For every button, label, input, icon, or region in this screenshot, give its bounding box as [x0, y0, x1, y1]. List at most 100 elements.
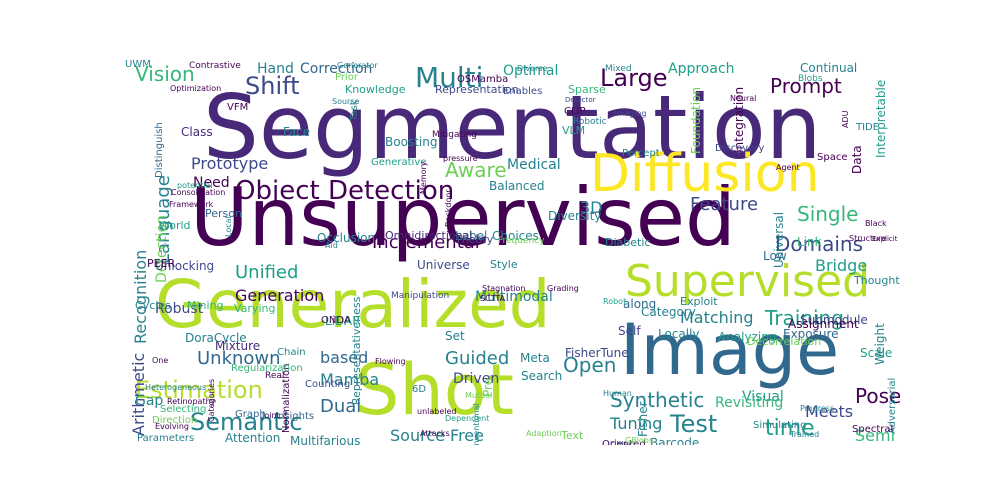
- word: Hand: [257, 61, 294, 77]
- word: CLIP: [564, 106, 586, 117]
- word: Explicit: [872, 235, 898, 243]
- word: Source Free: [390, 426, 484, 445]
- word: Unknown: [197, 348, 281, 369]
- word: Unified: [235, 262, 299, 283]
- word: Continual: [800, 61, 858, 75]
- word: Chain: [277, 347, 306, 358]
- word: Aware: [445, 158, 507, 182]
- word: Diabetic: [605, 236, 651, 249]
- word: Knowledge: [345, 83, 406, 96]
- word: Class: [181, 125, 213, 139]
- word: Thought: [854, 274, 900, 287]
- word: Exposure: [783, 327, 839, 341]
- word: PEER: [147, 257, 176, 270]
- word: Representation: [435, 83, 519, 96]
- word: Foundation: [689, 86, 703, 154]
- word: Matching: [680, 308, 754, 327]
- word: Manipulation: [391, 291, 450, 301]
- word: Fisher: [636, 401, 650, 437]
- word: Oriented: [602, 439, 646, 446]
- word: Attacks: [420, 429, 450, 438]
- word: LiDAR: [325, 314, 361, 328]
- word: Tuning: [610, 414, 663, 433]
- word-cloud: Segmentation Unsupervised Generalized Image…: [125, 60, 900, 445]
- word: pressure: [443, 154, 478, 163]
- word: Cycles: [135, 299, 171, 312]
- word: Generalized: [155, 266, 551, 343]
- word: Incremental: [372, 232, 480, 253]
- word: Sparse: [568, 83, 606, 96]
- word: Diverse: [517, 64, 548, 73]
- word: Test: [670, 410, 718, 438]
- word: Visual: [742, 389, 784, 405]
- word: Aid: [325, 241, 338, 250]
- word: Contrastive: [189, 61, 241, 71]
- word: Guided: [445, 348, 510, 369]
- word: VFM: [227, 102, 249, 113]
- word: Dual: [320, 396, 362, 417]
- word: Dependent: [445, 414, 490, 423]
- word: Meets: [805, 402, 854, 421]
- word: Attention: [225, 431, 281, 445]
- word: Frequency: [498, 236, 545, 246]
- word: Real: [265, 371, 285, 381]
- word: Correction: [300, 61, 373, 77]
- word: Imaging: [614, 109, 647, 118]
- word: Supervised: [625, 256, 871, 307]
- word: Selecting: [160, 404, 207, 415]
- word: Open: [563, 353, 617, 377]
- word: Simulating: [753, 420, 807, 431]
- word: Optimization: [170, 84, 222, 93]
- word: Feature: [690, 194, 759, 215]
- word: Representativeness: [350, 296, 363, 405]
- word: Generative: [371, 157, 427, 168]
- word: Object: [610, 440, 637, 446]
- word: Link: [797, 235, 822, 249]
- word: Flowing: [375, 357, 406, 366]
- word: Balanced: [489, 179, 545, 193]
- word: Diffusion: [590, 144, 820, 204]
- word: time: [765, 416, 815, 441]
- word: DoraCycle: [185, 331, 247, 345]
- word: Optimal: [503, 63, 559, 79]
- word: Direction: [152, 415, 198, 426]
- word: Prior: [335, 72, 358, 83]
- word: along: [623, 297, 657, 311]
- word: OSMamba: [457, 74, 509, 85]
- word: Revisiting: [715, 395, 784, 411]
- word: Prompt: [770, 74, 842, 98]
- word: Unlocking: [155, 259, 215, 273]
- word: Style: [490, 258, 518, 271]
- word: Large: [600, 64, 668, 92]
- word: based: [320, 348, 369, 367]
- word: Joint: [262, 411, 280, 420]
- word: Backdoor: [444, 189, 453, 228]
- word: GBlobs: [625, 436, 654, 445]
- word: Choices: [492, 229, 539, 243]
- word: Mixed: [605, 64, 632, 74]
- word: Assignment: [788, 317, 859, 331]
- word: Self: [618, 324, 641, 338]
- word: Shot: [355, 349, 515, 431]
- word: Mutual: [465, 391, 493, 400]
- word: 6D: [412, 384, 427, 395]
- word: Occlusion: [317, 231, 376, 245]
- word: Black: [865, 219, 887, 228]
- word: Category: [641, 305, 696, 319]
- word: unlabeled: [417, 407, 457, 416]
- word: Robotic: [573, 117, 607, 127]
- word: Conventional: [472, 402, 481, 445]
- word: Need: [193, 175, 230, 191]
- word: Structure: [849, 234, 887, 243]
- word: World: [159, 219, 191, 232]
- word: Multifarious: [290, 434, 361, 445]
- word: Enables: [503, 86, 543, 97]
- word: Universe: [417, 258, 470, 272]
- word: Boosting: [385, 135, 438, 149]
- word: Detector: [565, 96, 596, 104]
- word: SCTTA: [480, 294, 506, 303]
- word: Mixture: [215, 339, 261, 353]
- word: UWM: [125, 60, 151, 70]
- word: Estimation: [135, 376, 263, 404]
- word: Theory: [455, 233, 494, 246]
